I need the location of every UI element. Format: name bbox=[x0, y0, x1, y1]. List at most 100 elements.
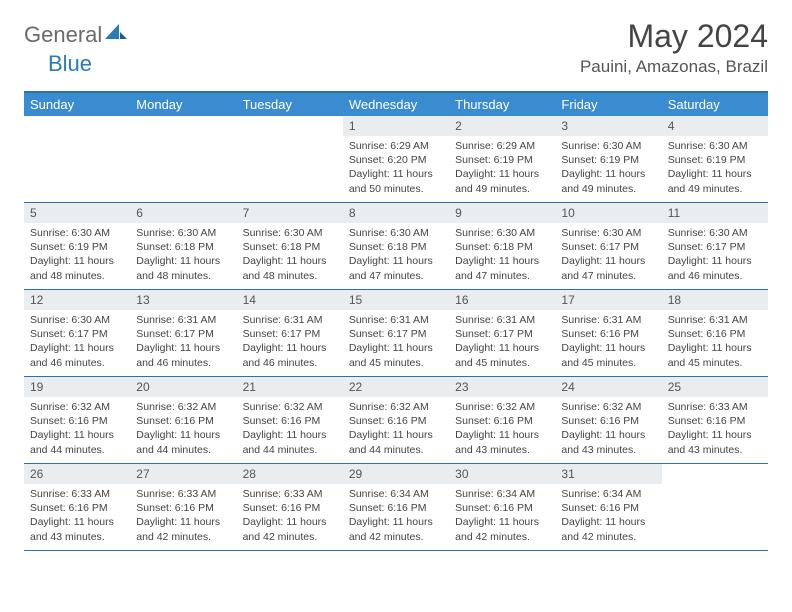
daylight-line: Daylight: 11 hours and 45 minutes. bbox=[455, 341, 549, 369]
day-number: 4 bbox=[662, 116, 768, 136]
sunset-line: Sunset: 6:17 PM bbox=[349, 327, 443, 341]
day-number: 3 bbox=[555, 116, 661, 136]
sunrise-line: Sunrise: 6:32 AM bbox=[349, 400, 443, 414]
sunset-line: Sunset: 6:20 PM bbox=[349, 153, 443, 167]
sunset-line: Sunset: 6:17 PM bbox=[561, 240, 655, 254]
sunrise-line: Sunrise: 6:31 AM bbox=[561, 313, 655, 327]
day-body: Sunrise: 6:30 AMSunset: 6:19 PMDaylight:… bbox=[555, 136, 661, 200]
day-number: 22 bbox=[343, 377, 449, 397]
sunrise-line: Sunrise: 6:30 AM bbox=[243, 226, 337, 240]
logo: General bbox=[24, 22, 127, 48]
daylight-line: Daylight: 11 hours and 42 minutes. bbox=[349, 515, 443, 543]
day-cell: 17 Sunrise: 6:31 AMSunset: 6:16 PMDayligh… bbox=[555, 290, 661, 376]
day-cell: 20Sunrise: 6:32 AMSunset: 6:16 PMDayligh… bbox=[130, 377, 236, 463]
day-number: 7 bbox=[237, 203, 343, 223]
week-row: 19Sunrise: 6:32 AMSunset: 6:16 PMDayligh… bbox=[24, 377, 768, 464]
day-cell: 28Sunrise: 6:33 AMSunset: 6:16 PMDayligh… bbox=[237, 464, 343, 550]
day-cell: 18Sunrise: 6:31 AMSunset: 6:16 PMDayligh… bbox=[662, 290, 768, 376]
sunset-line: Sunset: 6:17 PM bbox=[30, 327, 124, 341]
day-number: 17 bbox=[555, 290, 661, 310]
sunset-line: Sunset: 6:16 PM bbox=[561, 501, 655, 515]
sunrise-line: Sunrise: 6:33 AM bbox=[30, 487, 124, 501]
sunset-line: Sunset: 6:16 PM bbox=[136, 501, 230, 515]
daylight-line: Daylight: 11 hours and 49 minutes. bbox=[455, 167, 549, 195]
daylight-line: Daylight: 11 hours and 50 minutes. bbox=[349, 167, 443, 195]
daylight-line: Daylight: 11 hours and 42 minutes. bbox=[136, 515, 230, 543]
day-body: Sunrise: 6:34 AMSunset: 6:16 PMDaylight:… bbox=[343, 484, 449, 548]
day-cell: 15Sunrise: 6:31 AMSunset: 6:17 PMDayligh… bbox=[343, 290, 449, 376]
day-body: Sunrise: 6:30 AMSunset: 6:17 PMDaylight:… bbox=[555, 223, 661, 287]
sunrise-line: Sunrise: 6:33 AM bbox=[243, 487, 337, 501]
day-number: 12 bbox=[24, 290, 130, 310]
day-number: 10 bbox=[555, 203, 661, 223]
day-number: 21 bbox=[237, 377, 343, 397]
day-body: Sunrise: 6:31 AMSunset: 6:16 PMDaylight:… bbox=[662, 310, 768, 374]
day-cell bbox=[130, 116, 236, 202]
sunset-line: Sunset: 6:16 PM bbox=[243, 414, 337, 428]
day-cell: 24Sunrise: 6:32 AMSunset: 6:16 PMDayligh… bbox=[555, 377, 661, 463]
day-number: 26 bbox=[24, 464, 130, 484]
day-cell: 19Sunrise: 6:32 AMSunset: 6:16 PMDayligh… bbox=[24, 377, 130, 463]
day-cell: 22Sunrise: 6:32 AMSunset: 6:16 PMDayligh… bbox=[343, 377, 449, 463]
day-cell: 23Sunrise: 6:32 AMSunset: 6:16 PMDayligh… bbox=[449, 377, 555, 463]
daylight-line: Daylight: 11 hours and 43 minutes. bbox=[455, 428, 549, 456]
day-number: 18 bbox=[662, 290, 768, 310]
day-body: Sunrise: 6:33 AMSunset: 6:16 PMDaylight:… bbox=[237, 484, 343, 548]
day-cell: 13Sunrise: 6:31 AMSunset: 6:17 PMDayligh… bbox=[130, 290, 236, 376]
day-number: 16 bbox=[449, 290, 555, 310]
day-cell: 8Sunrise: 6:30 AMSunset: 6:18 PMDaylight… bbox=[343, 203, 449, 289]
day-body: Sunrise: 6:32 AMSunset: 6:16 PMDaylight:… bbox=[449, 397, 555, 461]
sunrise-line: Sunrise: 6:31 AM bbox=[668, 313, 762, 327]
daylight-line: Daylight: 11 hours and 45 minutes. bbox=[349, 341, 443, 369]
sunset-line: Sunset: 6:16 PM bbox=[243, 501, 337, 515]
sunrise-line: Sunrise: 6:31 AM bbox=[136, 313, 230, 327]
day-body: Sunrise: 6:30 AMSunset: 6:19 PMDaylight:… bbox=[24, 223, 130, 287]
sunset-line: Sunset: 6:19 PM bbox=[30, 240, 124, 254]
daylight-line: Daylight: 11 hours and 45 minutes. bbox=[561, 341, 655, 369]
sunset-line: Sunset: 6:17 PM bbox=[243, 327, 337, 341]
day-number: 25 bbox=[662, 377, 768, 397]
sunrise-line: Sunrise: 6:33 AM bbox=[136, 487, 230, 501]
sunrise-line: Sunrise: 6:31 AM bbox=[243, 313, 337, 327]
day-body: Sunrise: 6:30 AMSunset: 6:17 PMDaylight:… bbox=[662, 223, 768, 287]
sunrise-line: Sunrise: 6:29 AM bbox=[349, 139, 443, 153]
day-number bbox=[237, 116, 343, 122]
daylight-line: Daylight: 11 hours and 47 minutes. bbox=[349, 254, 443, 282]
sunrise-line: Sunrise: 6:31 AM bbox=[349, 313, 443, 327]
sunset-line: Sunset: 6:16 PM bbox=[349, 501, 443, 515]
daylight-line: Daylight: 11 hours and 43 minutes. bbox=[668, 428, 762, 456]
daylight-line: Daylight: 11 hours and 48 minutes. bbox=[243, 254, 337, 282]
location-text: Pauini, Amazonas, Brazil bbox=[580, 57, 768, 77]
day-cell: 25Sunrise: 6:33 AMSunset: 6:16 PMDayligh… bbox=[662, 377, 768, 463]
day-cell: 2Sunrise: 6:29 AMSunset: 6:19 PMDaylight… bbox=[449, 116, 555, 202]
day-body: Sunrise: 6:31 AMSunset: 6:17 PMDaylight:… bbox=[237, 310, 343, 374]
sunset-line: Sunset: 6:17 PM bbox=[136, 327, 230, 341]
sunrise-line: Sunrise: 6:32 AM bbox=[136, 400, 230, 414]
dayhead-sun: Sunday bbox=[24, 93, 130, 116]
week-row: 1Sunrise: 6:29 AMSunset: 6:20 PMDaylight… bbox=[24, 116, 768, 203]
daylight-line: Daylight: 11 hours and 44 minutes. bbox=[136, 428, 230, 456]
day-number: 2 bbox=[449, 116, 555, 136]
daylight-line: Daylight: 11 hours and 46 minutes. bbox=[136, 341, 230, 369]
day-number bbox=[24, 116, 130, 122]
day-body: Sunrise: 6:31 AMSunset: 6:17 PMDaylight:… bbox=[130, 310, 236, 374]
day-cell: 12Sunrise: 6:30 AMSunset: 6:17 PMDayligh… bbox=[24, 290, 130, 376]
daylight-line: Daylight: 11 hours and 46 minutes. bbox=[668, 254, 762, 282]
day-number: 11 bbox=[662, 203, 768, 223]
sunrise-line: Sunrise: 6:30 AM bbox=[455, 226, 549, 240]
sunrise-line: Sunrise: 6:32 AM bbox=[561, 400, 655, 414]
daylight-line: Daylight: 11 hours and 48 minutes. bbox=[30, 254, 124, 282]
day-body: Sunrise: 6:30 AMSunset: 6:19 PMDaylight:… bbox=[662, 136, 768, 200]
dayhead-wed: Wednesday bbox=[343, 93, 449, 116]
week-row: 5Sunrise: 6:30 AMSunset: 6:19 PMDaylight… bbox=[24, 203, 768, 290]
day-cell bbox=[237, 116, 343, 202]
day-number: 6 bbox=[130, 203, 236, 223]
sunrise-line: Sunrise: 6:30 AM bbox=[668, 139, 762, 153]
sunset-line: Sunset: 6:16 PM bbox=[561, 327, 655, 341]
day-cell: 7Sunrise: 6:30 AMSunset: 6:18 PMDaylight… bbox=[237, 203, 343, 289]
sunset-line: Sunset: 6:16 PM bbox=[668, 414, 762, 428]
day-body: Sunrise: 6:34 AMSunset: 6:16 PMDaylight:… bbox=[555, 484, 661, 548]
sunrise-line: Sunrise: 6:29 AM bbox=[455, 139, 549, 153]
dayhead-tue: Tuesday bbox=[237, 93, 343, 116]
day-cell: 31Sunrise: 6:34 AMSunset: 6:16 PMDayligh… bbox=[555, 464, 661, 550]
